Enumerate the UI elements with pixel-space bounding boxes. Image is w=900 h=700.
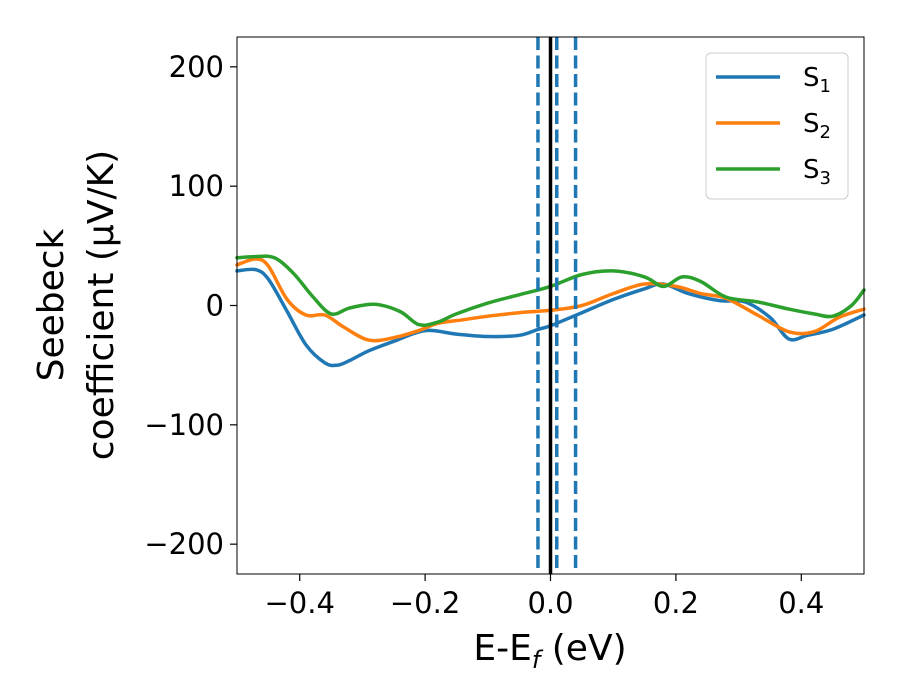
legend-label-s2: S2	[803, 109, 831, 143]
x-axis-label: E-Ef (eV)	[473, 628, 626, 674]
reference-lines	[536, 37, 578, 574]
x-tick-label: 0.0	[527, 586, 573, 620]
y-tick-label: −100	[144, 408, 224, 442]
y-tick-label: −200	[144, 527, 224, 561]
y-tick-label: 200	[169, 50, 224, 84]
axis-ticks: −0.4 −0.2 0.0 0.2 0.4 200 100 0 −100 −200	[144, 50, 824, 620]
x-tick-label: −0.2	[390, 586, 460, 620]
y-axis-label-line1: Seebeck	[31, 228, 72, 381]
x-tick-label: 0.2	[653, 586, 699, 620]
legend-box	[705, 52, 849, 200]
x-tick-label: −0.4	[264, 586, 334, 620]
series-line-s1	[235, 267, 866, 368]
series-line-s3	[235, 254, 866, 327]
y-tick-label: 0	[206, 289, 224, 323]
legend-label-s1: S1	[803, 63, 831, 97]
legend-label-s3: S3	[803, 155, 831, 189]
y-axis-label-line2: coefficient (μV/K)	[81, 150, 122, 460]
series-line-s2	[235, 257, 866, 343]
legend: S1 S2 S3	[705, 52, 849, 200]
x-tick-label: 0.4	[778, 586, 824, 620]
y-tick-label: 100	[169, 169, 224, 203]
series-lines	[235, 254, 866, 368]
